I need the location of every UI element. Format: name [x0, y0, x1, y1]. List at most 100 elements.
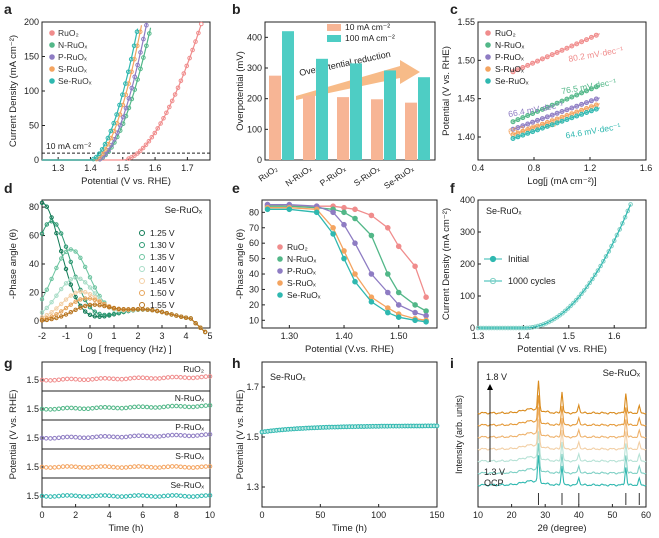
- legend-marker: [489, 277, 497, 285]
- y-axis-title: Potential (V vs. RHE): [441, 46, 452, 136]
- data-point: [178, 493, 183, 499]
- data-point: [60, 493, 66, 498]
- data-point: [341, 255, 347, 262]
- data-point: [106, 493, 112, 499]
- data-point: [184, 63, 189, 69]
- data-point: [174, 493, 179, 498]
- legend-label: Initial: [508, 254, 529, 264]
- x-tick-label: 10: [473, 510, 483, 520]
- data-point: [412, 309, 418, 316]
- data-point: [136, 464, 141, 469]
- legend-label: RuO₂: [58, 28, 79, 38]
- data-point: [368, 232, 375, 239]
- data-point: [98, 434, 104, 439]
- panel-e: e 1.30 1.40 1.50 10 20 30 40 50 60 70 80 Potential (…: [232, 180, 438, 355]
- x-tick-label: 1.5: [117, 163, 130, 173]
- y-tick-label: 20: [29, 287, 39, 297]
- data-point: [598, 263, 603, 269]
- data-point: [73, 405, 78, 411]
- data-point: [132, 464, 137, 469]
- legend-marker: [139, 230, 145, 236]
- data-point: [94, 405, 99, 411]
- x-tick-label: 10: [205, 510, 215, 520]
- y-tick-label: 1.5: [26, 404, 39, 414]
- data-point: [595, 268, 601, 273]
- data-point: [39, 406, 45, 412]
- data-point: [140, 375, 146, 381]
- data-point: [126, 69, 131, 75]
- series-line: [477, 455, 647, 487]
- data-point: [39, 435, 45, 441]
- bar: [303, 95, 315, 160]
- data-point: [199, 21, 204, 27]
- data-point: [63, 249, 69, 255]
- y-tick-label: 150: [24, 52, 39, 62]
- y-tick-label: 1.3: [246, 482, 259, 492]
- data-point: [138, 50, 143, 55]
- x-tick-label: 4: [107, 510, 112, 520]
- data-point: [83, 264, 88, 270]
- data-point: [48, 465, 53, 470]
- data-point: [111, 434, 116, 440]
- data-point: [63, 244, 69, 249]
- data-point: [603, 254, 609, 259]
- data-point: [111, 493, 116, 499]
- x-axis-title: Log [ frequency (Hz) ]: [80, 344, 171, 355]
- panel-label: i: [450, 355, 454, 371]
- series-label: RuO₂: [183, 364, 204, 374]
- chart-title: Se-RuOₓ: [270, 372, 306, 382]
- bar: [405, 102, 417, 160]
- data-point: [127, 464, 133, 470]
- legend-label: RuO₂: [495, 28, 516, 38]
- data-point: [49, 219, 54, 224]
- series-line: [512, 33, 601, 73]
- legend-label: 1.40 V: [150, 264, 175, 274]
- panel-label: c: [450, 1, 458, 17]
- panel-label: h: [232, 355, 241, 371]
- data-point: [44, 287, 49, 292]
- x-tick-label: Se-RuOₓ: [382, 163, 415, 191]
- data-point: [434, 423, 440, 429]
- data-point: [115, 494, 120, 499]
- data-point: [78, 255, 83, 260]
- data-point: [87, 275, 93, 280]
- data-point: [49, 300, 54, 305]
- annotation: 1.8 V: [486, 372, 507, 382]
- data-point: [56, 464, 62, 470]
- x-tick-label: 1: [111, 331, 116, 341]
- data-point: [39, 200, 45, 206]
- data-point: [129, 85, 135, 91]
- data-point: [207, 374, 213, 379]
- data-point: [52, 465, 57, 470]
- data-point: [39, 231, 45, 236]
- data-point: [562, 308, 568, 314]
- data-point: [87, 312, 93, 317]
- data-point: [94, 493, 99, 499]
- data-point: [352, 278, 358, 285]
- y-tick-label: 1.5: [26, 462, 39, 472]
- data-point: [92, 291, 98, 296]
- data-point: [60, 435, 66, 440]
- data-point: [203, 374, 209, 379]
- series-line: [512, 103, 600, 136]
- legend-label: N-RuOₓ: [58, 40, 87, 50]
- data-point: [59, 286, 64, 292]
- x-tick-label: 1.5: [563, 331, 576, 341]
- data-point: [196, 30, 201, 36]
- legend-label: Se-RuOₓ: [287, 290, 321, 300]
- data-point: [123, 434, 129, 440]
- data-point: [165, 493, 171, 499]
- series-line: [477, 419, 647, 451]
- data-point: [69, 493, 74, 498]
- data-point: [129, 96, 135, 102]
- data-point: [43, 407, 49, 412]
- data-point: [60, 377, 66, 382]
- data-point: [140, 404, 146, 410]
- y-tick-label: 400: [247, 32, 262, 42]
- data-point: [153, 465, 158, 470]
- data-point: [609, 243, 614, 249]
- legend-label: S-RuOₓ: [495, 64, 524, 74]
- data-point: [68, 293, 74, 298]
- legend-marker: [485, 42, 491, 48]
- data-point: [199, 374, 204, 380]
